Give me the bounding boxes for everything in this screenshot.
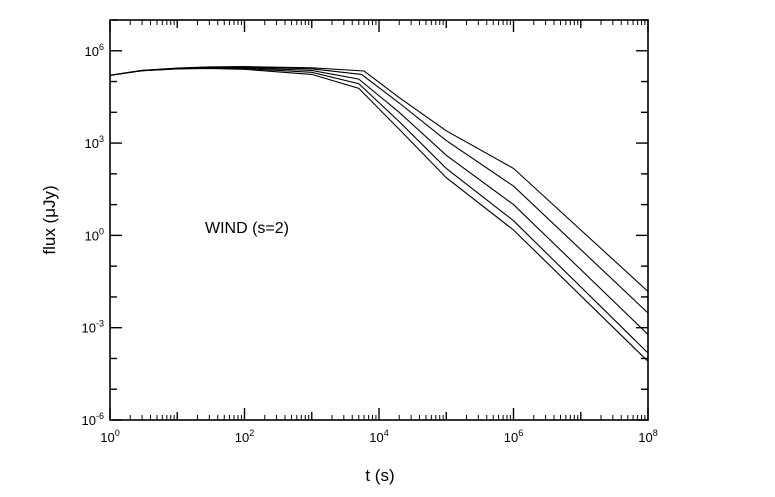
- annotation-label: WIND (s=2): [205, 220, 289, 237]
- plot-area: [109, 19, 649, 421]
- x-axis-title: t (s): [365, 466, 394, 485]
- y-tick-label: 106: [85, 42, 104, 59]
- y-tick-label: 100: [85, 226, 104, 243]
- y-tick-label: 10-6: [82, 411, 104, 428]
- x-tick-label: 108: [638, 428, 657, 445]
- y-tick-label: 103: [85, 134, 104, 151]
- x-tick-label: 106: [504, 428, 523, 445]
- series-line-5: [109, 67, 649, 362]
- x-tick-label: 104: [369, 428, 388, 445]
- y-axis-title: flux (μJy): [40, 185, 59, 254]
- y-tick-label: 10-3: [82, 319, 104, 336]
- x-tick-label: 102: [235, 428, 254, 445]
- axis-ticks: [109, 19, 649, 421]
- series-layer: [109, 66, 649, 362]
- x-tick-label: 100: [100, 428, 119, 445]
- tick-labels: 100 102 104 106 108 10-6 10-3 100 103 106: [82, 42, 658, 445]
